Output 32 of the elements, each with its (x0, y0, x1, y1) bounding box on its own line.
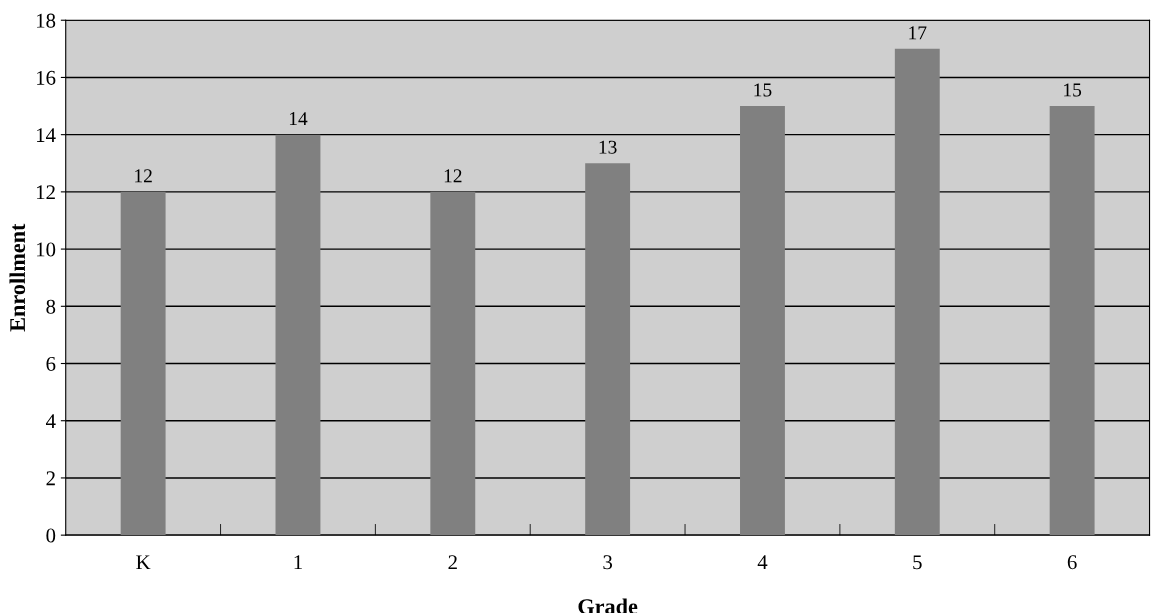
data-label: 12 (444, 169, 462, 183)
bar (585, 163, 631, 536)
x-tick-label: 6 (1067, 555, 1077, 570)
bar (430, 191, 476, 536)
x-tick-label: K (136, 555, 151, 570)
x-tick-label: 4 (757, 555, 768, 570)
y-tick-label: 10 (37, 242, 56, 257)
bar (120, 191, 166, 536)
data-label: 17 (909, 26, 927, 40)
x-tick-label: 3 (603, 555, 613, 570)
x-tick-label: 1 (294, 555, 302, 570)
data-label: 13 (599, 140, 617, 154)
y-tick-label: 18 (37, 13, 56, 28)
bar (1049, 106, 1095, 536)
data-label: 12 (135, 169, 152, 183)
bar (275, 134, 321, 536)
y-tick-label: 8 (46, 299, 56, 314)
y-tick-label: 12 (37, 185, 55, 200)
data-label: 15 (1064, 83, 1082, 97)
y-tick-label: 0 (46, 528, 56, 543)
data-label: 15 (754, 83, 772, 97)
y-axis-title: Enrollment (9, 223, 26, 332)
bar (740, 106, 785, 536)
y-tick-label: 16 (37, 70, 56, 85)
y-tick-label: 2 (46, 471, 55, 486)
y-tick-label: 6 (46, 356, 56, 371)
x-tick-label: 5 (913, 555, 922, 570)
bar (894, 48, 940, 536)
y-tick-label: 14 (37, 128, 56, 142)
x-tick-label: 2 (448, 555, 457, 570)
y-tick-label: 4 (45, 414, 56, 428)
data-label: 14 (289, 112, 308, 125)
